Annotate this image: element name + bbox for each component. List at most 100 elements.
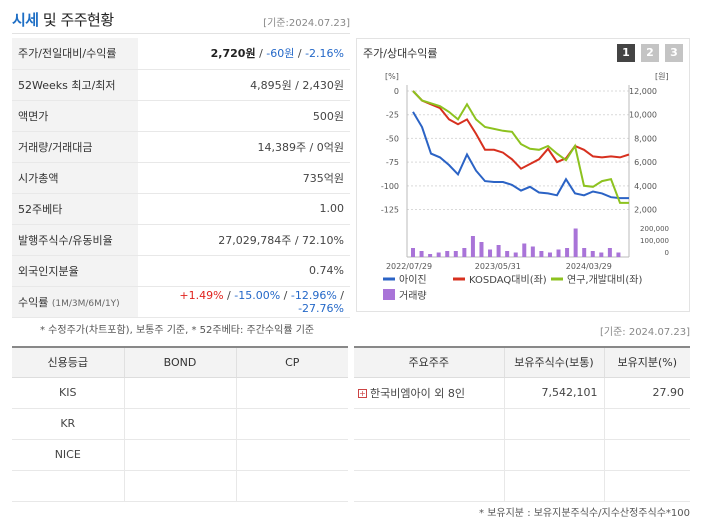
volume-bar [436,252,441,257]
cp-cell [235,377,348,409]
agency-cell: KIS [12,377,124,409]
expand-plus-icon[interactable]: + [358,389,367,398]
table-row: 52Weeks 최고/최저 4,895원 / 2,430원 [12,69,350,101]
column-header: BOND [123,347,236,378]
volume-bar [573,228,578,257]
returns-cell: +1.49% / -15.00% / -12.96% / -27.76% [138,286,350,318]
x-tick-label: 2024/03/29 [566,262,612,271]
right-tick-label: 6,000 [634,158,657,167]
row-value: 14,389주 / 0억원 [138,131,350,163]
bond-cell [123,439,236,471]
row-value: 27,029,784주 / 72.10% [138,224,350,256]
holder-name-cell [354,470,504,502]
stake-cell [603,470,690,502]
separator: / [280,288,291,302]
left-tick-label: -50 [386,134,399,143]
row-label: 시가총액 [12,162,138,194]
left-axis-unit: [%] [385,72,399,81]
cp-cell [235,439,348,471]
legend-label: 연구,개발대비(좌) [567,274,642,286]
left-tick-label: -75 [386,158,399,167]
legend-label: 거래량 [399,290,427,302]
agency-cell: NICE [12,439,124,471]
major-shareholders-table: 주요주주 보유주식수(보통) 보유지분(%) + 한국비엠아이 외 8인 7,54… [354,346,690,502]
volume-tick-label: 0 [665,249,669,257]
return-1m: +1.49% [179,288,224,302]
row-label: 거래량/거래대금 [12,131,138,163]
return-period: (1M/3M/6M/1Y) [51,298,120,309]
cp-cell [235,408,348,440]
left-tick-label: -25 [386,111,399,120]
table-row: 거래량/거래대금 14,389주 / 0억원 [12,131,350,163]
holder-name-cell [354,408,504,440]
volume-bar [530,246,535,257]
right-tick-label: 12,000 [629,87,657,96]
right-tick-label: 4,000 [634,182,657,191]
volume-bar [419,251,424,257]
title-divider [12,33,350,34]
row-value: 0.74% [138,255,350,287]
column-header: CP [235,347,348,378]
row-label: 52Weeks 최고/최저 [12,69,138,101]
x-tick-label: 2022/07/29 [386,262,432,271]
table-row [354,439,690,471]
column-header: 보유주식수(보통) [503,347,604,378]
table-row [354,470,690,502]
reference-date: [기준:2024.07.23] [263,18,350,29]
cp-cell [235,470,348,502]
table-row: 외국인지분율 0.74% [12,255,350,287]
row-label: 52주베타 [12,193,138,225]
holder-name-cell [354,439,504,471]
table-row: KR [12,408,348,440]
table-row [354,408,690,440]
shares-cell [503,408,604,440]
column-header: 신용등급 [12,347,124,378]
bond-cell [123,377,236,409]
legend-label: KOSDAQ대비(좌) [469,274,547,286]
right-tick-label: 8,000 [634,134,657,143]
page-title: 시세 및 주주현황 [12,9,114,30]
legend-label: 아이진 [399,274,427,286]
stake-cell [603,408,690,440]
volume-bar [479,242,484,257]
table-header-row: 신용등급 BOND CP [12,347,348,378]
legend-swatch [383,289,395,300]
volume-bar [590,251,595,257]
volume-bar [445,251,450,257]
table-row: 발행주식수/유동비율 27,029,784주 / 72.10% [12,224,350,256]
holders-reference-date: [기준: 2024.07.23] [599,327,690,338]
separator: / [223,288,235,302]
column-header: 보유지분(%) [603,347,690,378]
chart-page-3-button[interactable]: 3 [665,44,683,62]
current-price: 2,720원 [210,47,256,61]
row-value: 4,895원 / 2,430원 [138,69,350,101]
row-value: 735억원 [138,162,350,194]
volume-bar [488,249,493,257]
volume-bar [428,254,433,257]
stock-info-table: 주가/전일대비/수익률 2,720원 / -60원 / -2.16% 52Wee… [12,38,350,318]
chart-panel: 주가/상대수익률 1 2 3 [%] [원] 0 12,000 -25 10,000 -50… [356,38,690,312]
volume-bar [547,252,552,257]
holder-name-cell[interactable]: + 한국비엠아이 외 8인 [354,377,504,409]
volume-bar [470,236,475,257]
series-line-1 [412,111,629,200]
right-tick-label: 2,000 [634,206,657,215]
volume-tick-label: 100,000 [640,237,669,245]
price-cell: 2,720원 / -60원 / -2.16% [138,38,350,70]
table-header-row: 주요주주 보유주식수(보통) 보유지분(%) [354,347,690,378]
column-header: 주요주주 [354,347,504,378]
table-row: 수익률 (1M/3M/6M/1Y) +1.49% / -15.00% / -12… [12,286,350,318]
volume-bar [411,248,415,257]
volume-bar [522,243,527,257]
left-tick-label: -100 [381,182,399,191]
chart-page-2-button[interactable]: 2 [641,44,659,62]
chart-page-1-button[interactable]: 1 [617,44,635,62]
return-chart: [%] [원] 0 12,000 -25 10,000 -50 8,000 -75 6,000 -1… [381,72,669,302]
stake-cell: 27.90 [603,377,690,409]
table-row: 시가총액 735억원 [12,162,350,194]
table-row [12,470,348,502]
volume-bar [582,248,587,257]
right-axis-unit: [원] [655,72,669,81]
volume-bar [462,248,467,257]
agency-cell: KR [12,408,124,440]
